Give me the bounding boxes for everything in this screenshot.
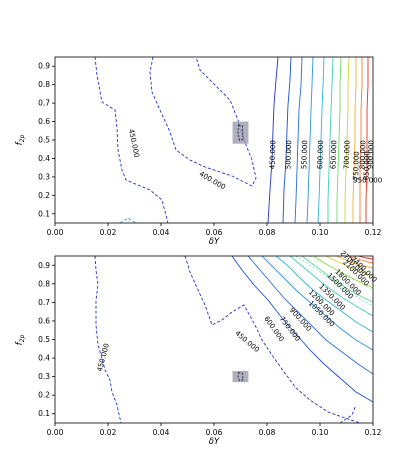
contour-line-extra <box>339 404 357 423</box>
contour-label: 750.000 <box>352 151 361 180</box>
y-tick-label: 0.5 <box>38 335 50 344</box>
highlight-region <box>232 121 249 144</box>
y-tick-label: 0.8 <box>38 279 50 288</box>
contour-line-900 <box>261 256 373 351</box>
contour-label: 450.000 <box>233 329 260 354</box>
x-tick-label: 0.06 <box>206 428 223 437</box>
y-tick-label: 0.7 <box>38 298 50 307</box>
x-tick-label: 0.04 <box>153 428 170 437</box>
highlight-contour <box>237 372 244 382</box>
y-tick-label: 0.9 <box>38 62 50 71</box>
contour-label: 600.000 <box>316 140 325 169</box>
y-tick-label: 0.2 <box>38 391 50 400</box>
contour-label: 900.000 <box>366 140 375 169</box>
contour-line-500 <box>282 57 292 223</box>
contour-line-800 <box>344 57 350 223</box>
contour-line-450-right <box>267 57 279 223</box>
contour-label: 450.000 <box>268 140 277 169</box>
y-tick-label: 0.3 <box>38 372 50 381</box>
contour-label: 800.000 <box>359 140 368 169</box>
contour-line-450-left <box>94 57 169 223</box>
y-tick-label: 0.1 <box>38 409 50 418</box>
x-axis-label: δY <box>209 237 220 247</box>
contour-line-450 <box>184 256 361 423</box>
contour-line-700 <box>327 57 334 223</box>
y-tick-label: 0.6 <box>38 117 50 126</box>
y-tick-label: 0.4 <box>38 154 50 163</box>
contour-line-1350 <box>301 256 373 303</box>
y-axis-label: f2p <box>15 335 26 346</box>
y-axis-ticks: 0.1 0.2 0.3 0.4 0.5 0.6 0.7 0.8 0.9 <box>38 261 55 418</box>
x-tick-label: 0.02 <box>100 428 117 437</box>
x-axis-label: δY <box>209 437 220 447</box>
contour-line-1200 <box>289 256 373 317</box>
contour-line-950 <box>365 57 369 223</box>
y-tick-label: 0.8 <box>38 80 50 89</box>
contour-label: 650.000 <box>329 140 338 169</box>
contour-line-750 <box>336 57 342 223</box>
x-tick-label: 0.10 <box>312 428 329 437</box>
y-tick-label: 0.3 <box>38 172 50 181</box>
y-tick-label: 0.1 <box>38 209 50 218</box>
contour-line-900 <box>359 57 363 223</box>
y-axis-ticks: 0.1 0.2 0.3 0.4 0.5 0.6 0.7 0.8 0.9 <box>38 62 55 218</box>
contour-label: 450.000 <box>127 128 141 158</box>
contour-line-400 <box>149 57 257 187</box>
y-tick-label: 0.7 <box>38 99 50 108</box>
x-tick-label: 0.10 <box>312 228 329 237</box>
contour-line-600 <box>231 256 373 403</box>
y-tick-label: 0.4 <box>38 354 50 363</box>
y-axis-label: f2p <box>15 135 26 146</box>
contour-label: 850.000 <box>363 151 372 180</box>
highlight-region <box>232 371 249 383</box>
x-tick-label: 0.00 <box>47 228 64 237</box>
contour-line-550 <box>294 57 303 223</box>
contour-line-1050 <box>275 256 373 333</box>
contour-line-2700 <box>357 256 373 260</box>
contour-line-extra <box>309 256 373 291</box>
y-tick-label: 0.5 <box>38 136 50 145</box>
x-tick-label: 0.06 <box>206 228 223 237</box>
contour-lines <box>94 256 373 423</box>
contour-line-2100 <box>336 256 373 269</box>
x-axis-ticks: 0.00 0.02 0.04 0.06 0.08 0.10 0.12 <box>47 223 382 237</box>
x-tick-label: 0.04 <box>153 228 170 237</box>
x-tick-label: 0.12 <box>365 428 382 437</box>
contour-label: 500.000 <box>284 140 293 169</box>
contour-line-1800 <box>325 256 373 277</box>
x-tick-label: 0.08 <box>259 428 276 437</box>
contour-line-850 <box>352 57 357 223</box>
x-tick-label: 0.00 <box>47 428 64 437</box>
contour-line-650 <box>317 57 325 223</box>
y-tick-label: 0.6 <box>38 316 50 325</box>
axes-frame <box>54 56 374 224</box>
x-tick-label: 0.12 <box>365 228 382 237</box>
x-tick-label: 0.02 <box>100 228 117 237</box>
contour-line-small <box>119 217 137 223</box>
highlight-contour <box>237 124 244 141</box>
y-tick-label: 0.9 <box>38 261 50 270</box>
contour-line-2400 <box>347 256 373 264</box>
contour-line-600 <box>306 57 314 223</box>
contour-label: 450.000 <box>96 343 111 373</box>
contour-line-1500 <box>313 256 373 289</box>
contour-lines <box>94 57 369 223</box>
contour-line-450-left <box>94 256 122 423</box>
contour-label: 950.000 <box>353 176 382 184</box>
x-axis-ticks: 0.00 0.02 0.04 0.06 0.08 0.10 0.12 <box>47 423 382 437</box>
y-tick-label: 0.2 <box>38 191 50 200</box>
contour-label: 700.000 <box>343 140 352 169</box>
contour-label: 550.000 <box>300 140 309 169</box>
contour-line-750 <box>247 256 373 375</box>
x-tick-label: 0.08 <box>259 228 276 237</box>
